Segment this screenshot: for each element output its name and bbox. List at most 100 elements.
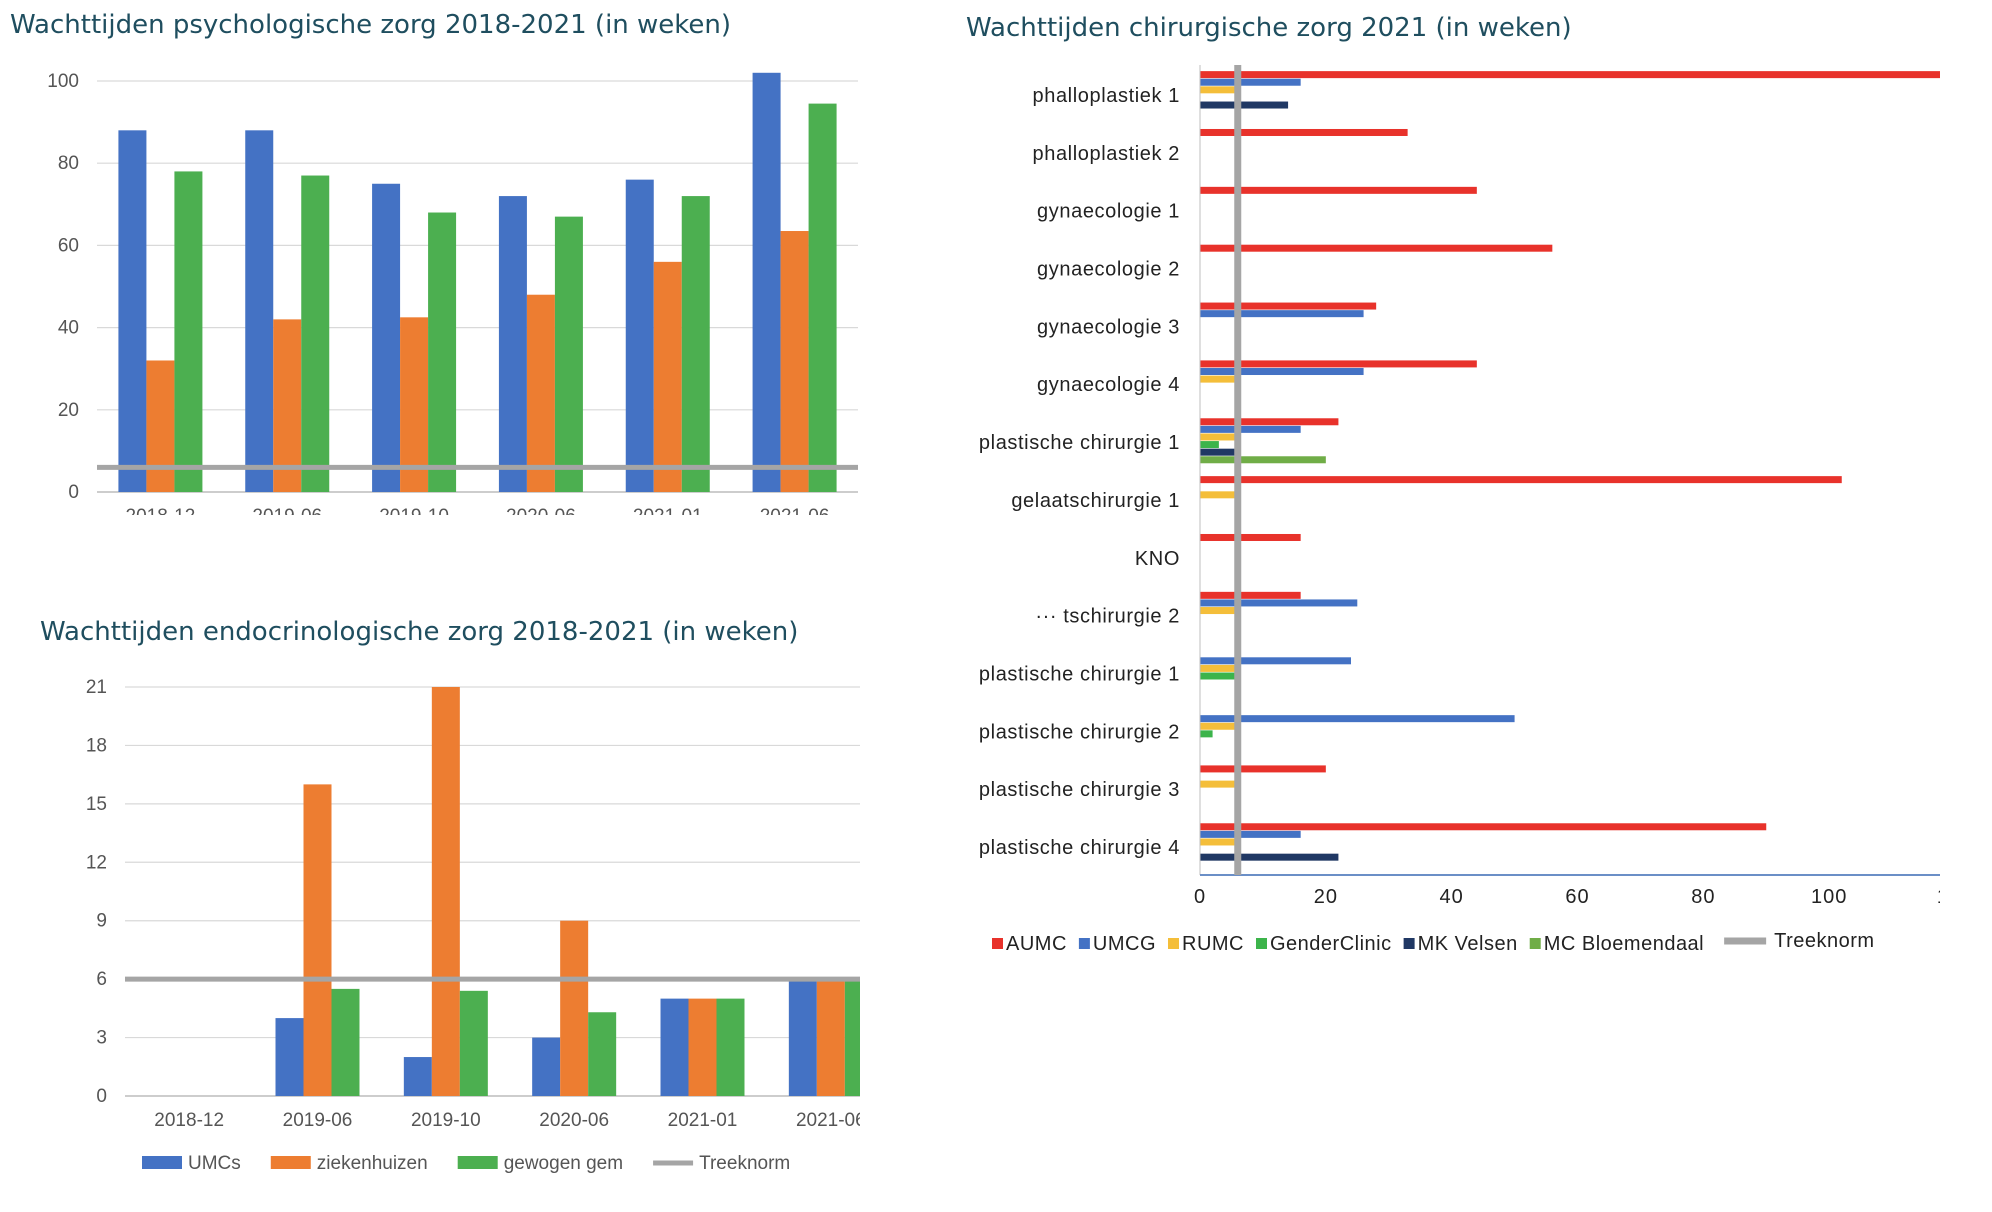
chir-category-label: phalloplastiek 1 bbox=[1033, 85, 1180, 107]
chir-bar bbox=[1200, 448, 1238, 456]
chir-bar bbox=[1200, 722, 1238, 730]
psych-bar bbox=[245, 130, 274, 492]
chir-category-label: gynaecologie 4 bbox=[1037, 374, 1180, 396]
chir-bar bbox=[1200, 730, 1213, 738]
psych-bar bbox=[526, 294, 555, 492]
psych-ytick-label: 80 bbox=[58, 153, 79, 174]
chir-bar bbox=[1200, 418, 1339, 426]
chir-category-label: plastische chirurgie 4 bbox=[979, 837, 1180, 859]
psych-bar bbox=[498, 196, 527, 492]
chir-bar bbox=[1200, 823, 1767, 831]
chir-bar bbox=[1200, 664, 1238, 672]
psych-category-label: 2021-06 bbox=[760, 506, 830, 515]
chir-category-label: gynaecologie 2 bbox=[1037, 259, 1180, 281]
chir-category-label: phalloplastiek 2 bbox=[1033, 143, 1180, 165]
chir-bar bbox=[1200, 425, 1301, 433]
chir-legend-swatch bbox=[992, 938, 1003, 949]
endo-bar bbox=[403, 1057, 432, 1096]
psych-category-label: 2020-06 bbox=[506, 506, 576, 515]
chir-bar bbox=[1200, 302, 1377, 310]
chir-legend-label: MK Velsen bbox=[1418, 933, 1518, 955]
endo-category-label: 2019-06 bbox=[283, 1110, 353, 1131]
chir-xtick-label: 20 bbox=[1314, 886, 1338, 908]
endo-ytick-label: 0 bbox=[96, 1086, 107, 1107]
chir-bar bbox=[1200, 375, 1238, 383]
psych-bar bbox=[554, 216, 583, 492]
endo-ytick-label: 12 bbox=[86, 852, 107, 873]
chir-bar bbox=[1200, 86, 1238, 94]
chir-bar bbox=[1200, 657, 1351, 665]
chir-category-label: plastische chirurgie 3 bbox=[979, 779, 1180, 801]
endo-legend-label: gewogen gem bbox=[504, 1153, 623, 1174]
endo-category-label: 2019-10 bbox=[411, 1110, 481, 1131]
chir-bar bbox=[1200, 853, 1339, 861]
chir-legend-swatch bbox=[1256, 938, 1267, 949]
psych-ytick-label: 40 bbox=[58, 318, 79, 339]
endo-bar bbox=[275, 1018, 304, 1096]
endo-bar bbox=[660, 998, 689, 1096]
psych-bar bbox=[273, 319, 302, 492]
chir-legend-swatch bbox=[1403, 938, 1415, 949]
chir-legend-label: AUMC bbox=[1006, 933, 1067, 955]
chir-bar bbox=[1200, 607, 1238, 615]
endo-legend-label: Treeknorm bbox=[699, 1153, 790, 1174]
chir-bar bbox=[1200, 78, 1301, 86]
psych-bar bbox=[681, 196, 710, 492]
chir-bar bbox=[1200, 715, 1515, 723]
psych-chart: 0 20 40 60 80 100 2018-12 2019-06 2019-10 2020-06… bbox=[47, 71, 858, 515]
psych-category-label: 2019-10 bbox=[379, 506, 449, 515]
psych-ytick-label: 0 bbox=[68, 482, 79, 503]
chir-category-label: gelaatschirurgie 1 bbox=[1011, 490, 1180, 512]
psych-category-label: 2018-12 bbox=[126, 506, 196, 515]
chir-legend-label: RUMC bbox=[1182, 933, 1244, 955]
endo-bar bbox=[532, 1037, 561, 1096]
chir-bar bbox=[1200, 360, 1477, 368]
psych-bar bbox=[625, 179, 654, 492]
chir-bar bbox=[1200, 456, 1326, 464]
chir-bar bbox=[1200, 101, 1289, 109]
psych-bar bbox=[653, 261, 682, 492]
psych-bar bbox=[372, 183, 401, 492]
chir-bar bbox=[1200, 672, 1238, 680]
endo-chart-title: Wachttijden endocrinologische zorg 2018-… bbox=[40, 617, 799, 647]
chir-category-label: plastische chirurgie 1 bbox=[979, 664, 1180, 686]
chir-bar bbox=[1200, 599, 1358, 607]
psych-bar bbox=[174, 171, 203, 493]
psych-bar bbox=[428, 212, 457, 492]
endo-bar bbox=[688, 998, 717, 1096]
chir-category-label: plastische chirurgie 2 bbox=[979, 721, 1180, 743]
endo-legend-swatch bbox=[270, 1156, 311, 1169]
chir-legend-swatch bbox=[1168, 938, 1179, 949]
chir-category-label: plastische chirurgie 1 bbox=[979, 432, 1180, 454]
chir-legend-swatch bbox=[1078, 938, 1090, 949]
psych-chart-title: Wachttijden psychologische zorg 2018-202… bbox=[10, 10, 732, 40]
chir-bar bbox=[1200, 128, 1408, 136]
endo-bar bbox=[431, 687, 460, 1096]
endo-ytick-label: 21 bbox=[86, 677, 107, 698]
endo-bar bbox=[716, 998, 745, 1096]
psych-bar bbox=[808, 103, 837, 493]
chir-legend-label: Treeknorm bbox=[1774, 930, 1874, 952]
endo-legend-label: ziekenhuizen bbox=[317, 1153, 428, 1174]
endo-chart: 0 3 6 9 12 15 18 21 2018-12 2019-06 2019-10 2020-06… bbox=[86, 677, 860, 1174]
endo-bar bbox=[459, 990, 488, 1096]
chir-bar bbox=[1200, 441, 1219, 449]
chir-bar bbox=[1200, 310, 1364, 318]
chir-legend-label: MC Bloemendaal bbox=[1544, 933, 1704, 955]
psych-category-label: 2019-06 bbox=[252, 506, 322, 515]
endo-legend-swatch bbox=[457, 1156, 498, 1169]
chir-bar bbox=[1200, 765, 1326, 773]
endo-bar bbox=[560, 920, 589, 1096]
chir-xtick-label: 120 bbox=[1937, 886, 1940, 908]
chir-chart: phalloplastiek 1 phalloplastiek 2 gynaecol… bbox=[979, 65, 1940, 955]
endo-bar bbox=[303, 784, 332, 1096]
chir-bar bbox=[1200, 186, 1477, 194]
endo-bar bbox=[844, 979, 860, 1096]
chir-category-label: ··· tschirurgie 2 bbox=[1035, 606, 1180, 628]
endo-category-label: 2021-01 bbox=[668, 1110, 738, 1131]
chir-legend-label: UMCG bbox=[1093, 933, 1156, 955]
psych-ytick-label: 60 bbox=[58, 235, 79, 256]
chir-xtick-label: 60 bbox=[1565, 886, 1589, 908]
endo-category-label: 2021-06 bbox=[796, 1110, 860, 1131]
chir-category-label: KNO bbox=[1135, 548, 1180, 570]
